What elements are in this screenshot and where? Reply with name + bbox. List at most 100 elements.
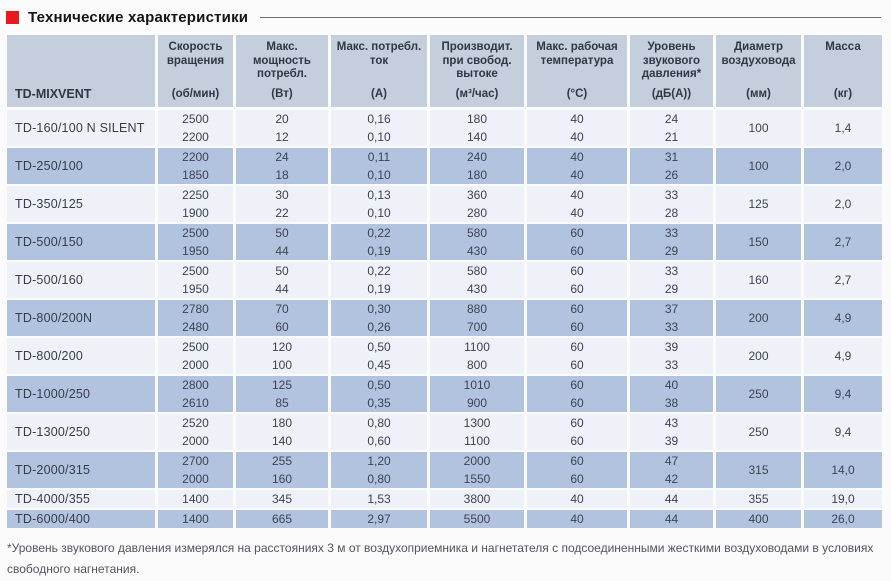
airflow-value-high: 180 (466, 112, 488, 126)
section-title: Технические характеристики (0, 0, 891, 28)
temp-value-high: 60 (570, 226, 584, 240)
temp-value-low: 40 (570, 130, 584, 144)
table-row: TD-1300/250 2520 2000 180 140 0,80 0,60 … (7, 414, 882, 450)
noise-value-high: 31 (664, 150, 679, 164)
airflow-value-low: 430 (466, 282, 488, 296)
airflow-value-high: 580 (466, 264, 488, 278)
mass-cell: 19,0 (804, 490, 882, 508)
current-value-low: 0,19 (367, 244, 391, 258)
temp-cell: 60 60 (527, 414, 627, 450)
header-temp: Макс. рабочая температура (°С) (527, 35, 627, 107)
airflow-cell: 5500 (430, 510, 524, 528)
rpm-value-low: 1950 (182, 244, 209, 258)
header-noise-label: Уровень звукового давления* (641, 41, 702, 80)
power-value-high: 20 (275, 112, 289, 126)
footnote: *Уровень звукового давления измерялся на… (7, 541, 874, 576)
current-value-high: 0,11 (367, 150, 391, 164)
noise-cell: 47 42 (630, 452, 713, 488)
red-square-icon (6, 10, 19, 24)
mass-cell: 9,4 (804, 414, 882, 450)
temp-value-low: 60 (570, 434, 584, 448)
diameter-value: 355 (748, 492, 769, 506)
table-row: TD-500/160 2500 1950 50 44 0,22 0,19 580… (7, 262, 882, 298)
model-cell: TD-500/160 (7, 262, 155, 298)
model-cell: TD-1300/250 (7, 414, 155, 450)
mass-cell: 2,7 (804, 224, 882, 260)
temp-value-high: 60 (570, 302, 584, 316)
airflow-cell: 580 430 (430, 262, 524, 298)
current-value-low: 0,35 (367, 396, 391, 410)
noise-cell: 33 29 (630, 262, 713, 298)
rpm-cell: 2500 2200 (158, 110, 233, 146)
diameter-value: 160 (748, 273, 769, 287)
noise-value-high: 39 (664, 340, 679, 354)
noise-value-high: 40 (664, 378, 679, 392)
noise-value-low: 29 (664, 244, 679, 258)
model-cell: TD-800/200N (7, 300, 155, 336)
rpm-cell: 2800 2610 (158, 376, 233, 412)
model-cell: TD-160/100 N SILENT (7, 110, 155, 146)
current-value-high: 1,20 (367, 454, 391, 468)
temp-cell: 60 60 (527, 376, 627, 412)
rpm-cell: 2520 2000 (158, 414, 233, 450)
rpm-value-high: 2500 (182, 340, 209, 354)
noise-value-high: 33 (664, 226, 679, 240)
power-cell: 125 85 (236, 376, 328, 412)
rpm-value-high: 2500 (182, 226, 209, 240)
power-value-low: 22 (275, 206, 289, 220)
table-header-row: TD-MIXVENT Скорость вращения (об/мин) Ма… (7, 35, 882, 107)
temp-value-high: 60 (570, 454, 584, 468)
mass-value: 4,9 (834, 311, 852, 325)
diameter-cell: 200 (716, 338, 801, 374)
rpm-value-low: 1950 (182, 282, 209, 296)
current-cell: 0,80 0,60 (331, 414, 427, 450)
temp-cell: 40 (527, 510, 627, 528)
rpm-cell: 2500 1950 (158, 262, 233, 298)
airflow-value-high: 3800 (463, 492, 491, 506)
power-cell: 665 (236, 510, 328, 528)
mass-value: 2,0 (834, 197, 852, 211)
power-cell: 24 18 (236, 148, 328, 184)
rpm-value-high: 2500 (182, 112, 209, 126)
diameter-value: 150 (748, 235, 769, 249)
current-value-low: 0,60 (367, 434, 391, 448)
airflow-value-high: 1100 (464, 340, 490, 354)
rpm-value-high: 2200 (182, 150, 209, 164)
model-name: TD-2000/315 (15, 463, 91, 477)
noise-value-low: 26 (664, 168, 679, 182)
power-cell: 50 44 (236, 224, 328, 260)
airflow-cell: 1100 800 (430, 338, 524, 374)
current-cell: 1,20 0,80 (331, 452, 427, 488)
rpm-cell: 2700 2000 (158, 452, 233, 488)
current-cell: 0,50 0,45 (331, 338, 427, 374)
rpm-cell: 1400 (158, 510, 233, 528)
noise-value-low: 33 (664, 320, 679, 334)
mass-cell: 26,0 (804, 510, 882, 528)
temp-value-high: 40 (570, 512, 584, 526)
current-value-high: 0,50 (367, 340, 391, 354)
model-cell: TD-350/125 (7, 186, 155, 222)
airflow-cell: 2000 1550 (430, 452, 524, 488)
rpm-value-low: 2000 (182, 472, 209, 486)
diameter-cell: 250 (716, 414, 801, 450)
diameter-value: 250 (748, 387, 769, 401)
airflow-value-low: 700 (466, 320, 488, 334)
power-value-high: 120 (271, 340, 293, 354)
noise-value-high: 24 (664, 112, 679, 126)
airflow-value-high: 360 (466, 188, 488, 202)
mass-value: 2,0 (834, 159, 852, 173)
table-row: TD-250/100 2200 1850 24 18 0,11 0,10 240… (7, 148, 882, 184)
noise-value-low: 39 (664, 434, 679, 448)
rpm-value-high: 2700 (182, 454, 209, 468)
temp-value-low: 40 (570, 206, 584, 220)
model-cell: TD-2000/315 (7, 452, 155, 488)
table-row: TD-800/200N 2780 2480 70 60 0,30 0,26 88… (7, 300, 882, 336)
rpm-value-low: 1850 (182, 168, 209, 182)
model-cell: TD-800/200 (7, 338, 155, 374)
diameter-value: 250 (748, 425, 769, 439)
noise-value-high: 44 (664, 512, 679, 526)
current-cell: 1,53 (331, 490, 427, 508)
model-name: TD-6000/400 (15, 512, 91, 526)
temp-value-low: 60 (570, 472, 584, 486)
power-cell: 30 22 (236, 186, 328, 222)
